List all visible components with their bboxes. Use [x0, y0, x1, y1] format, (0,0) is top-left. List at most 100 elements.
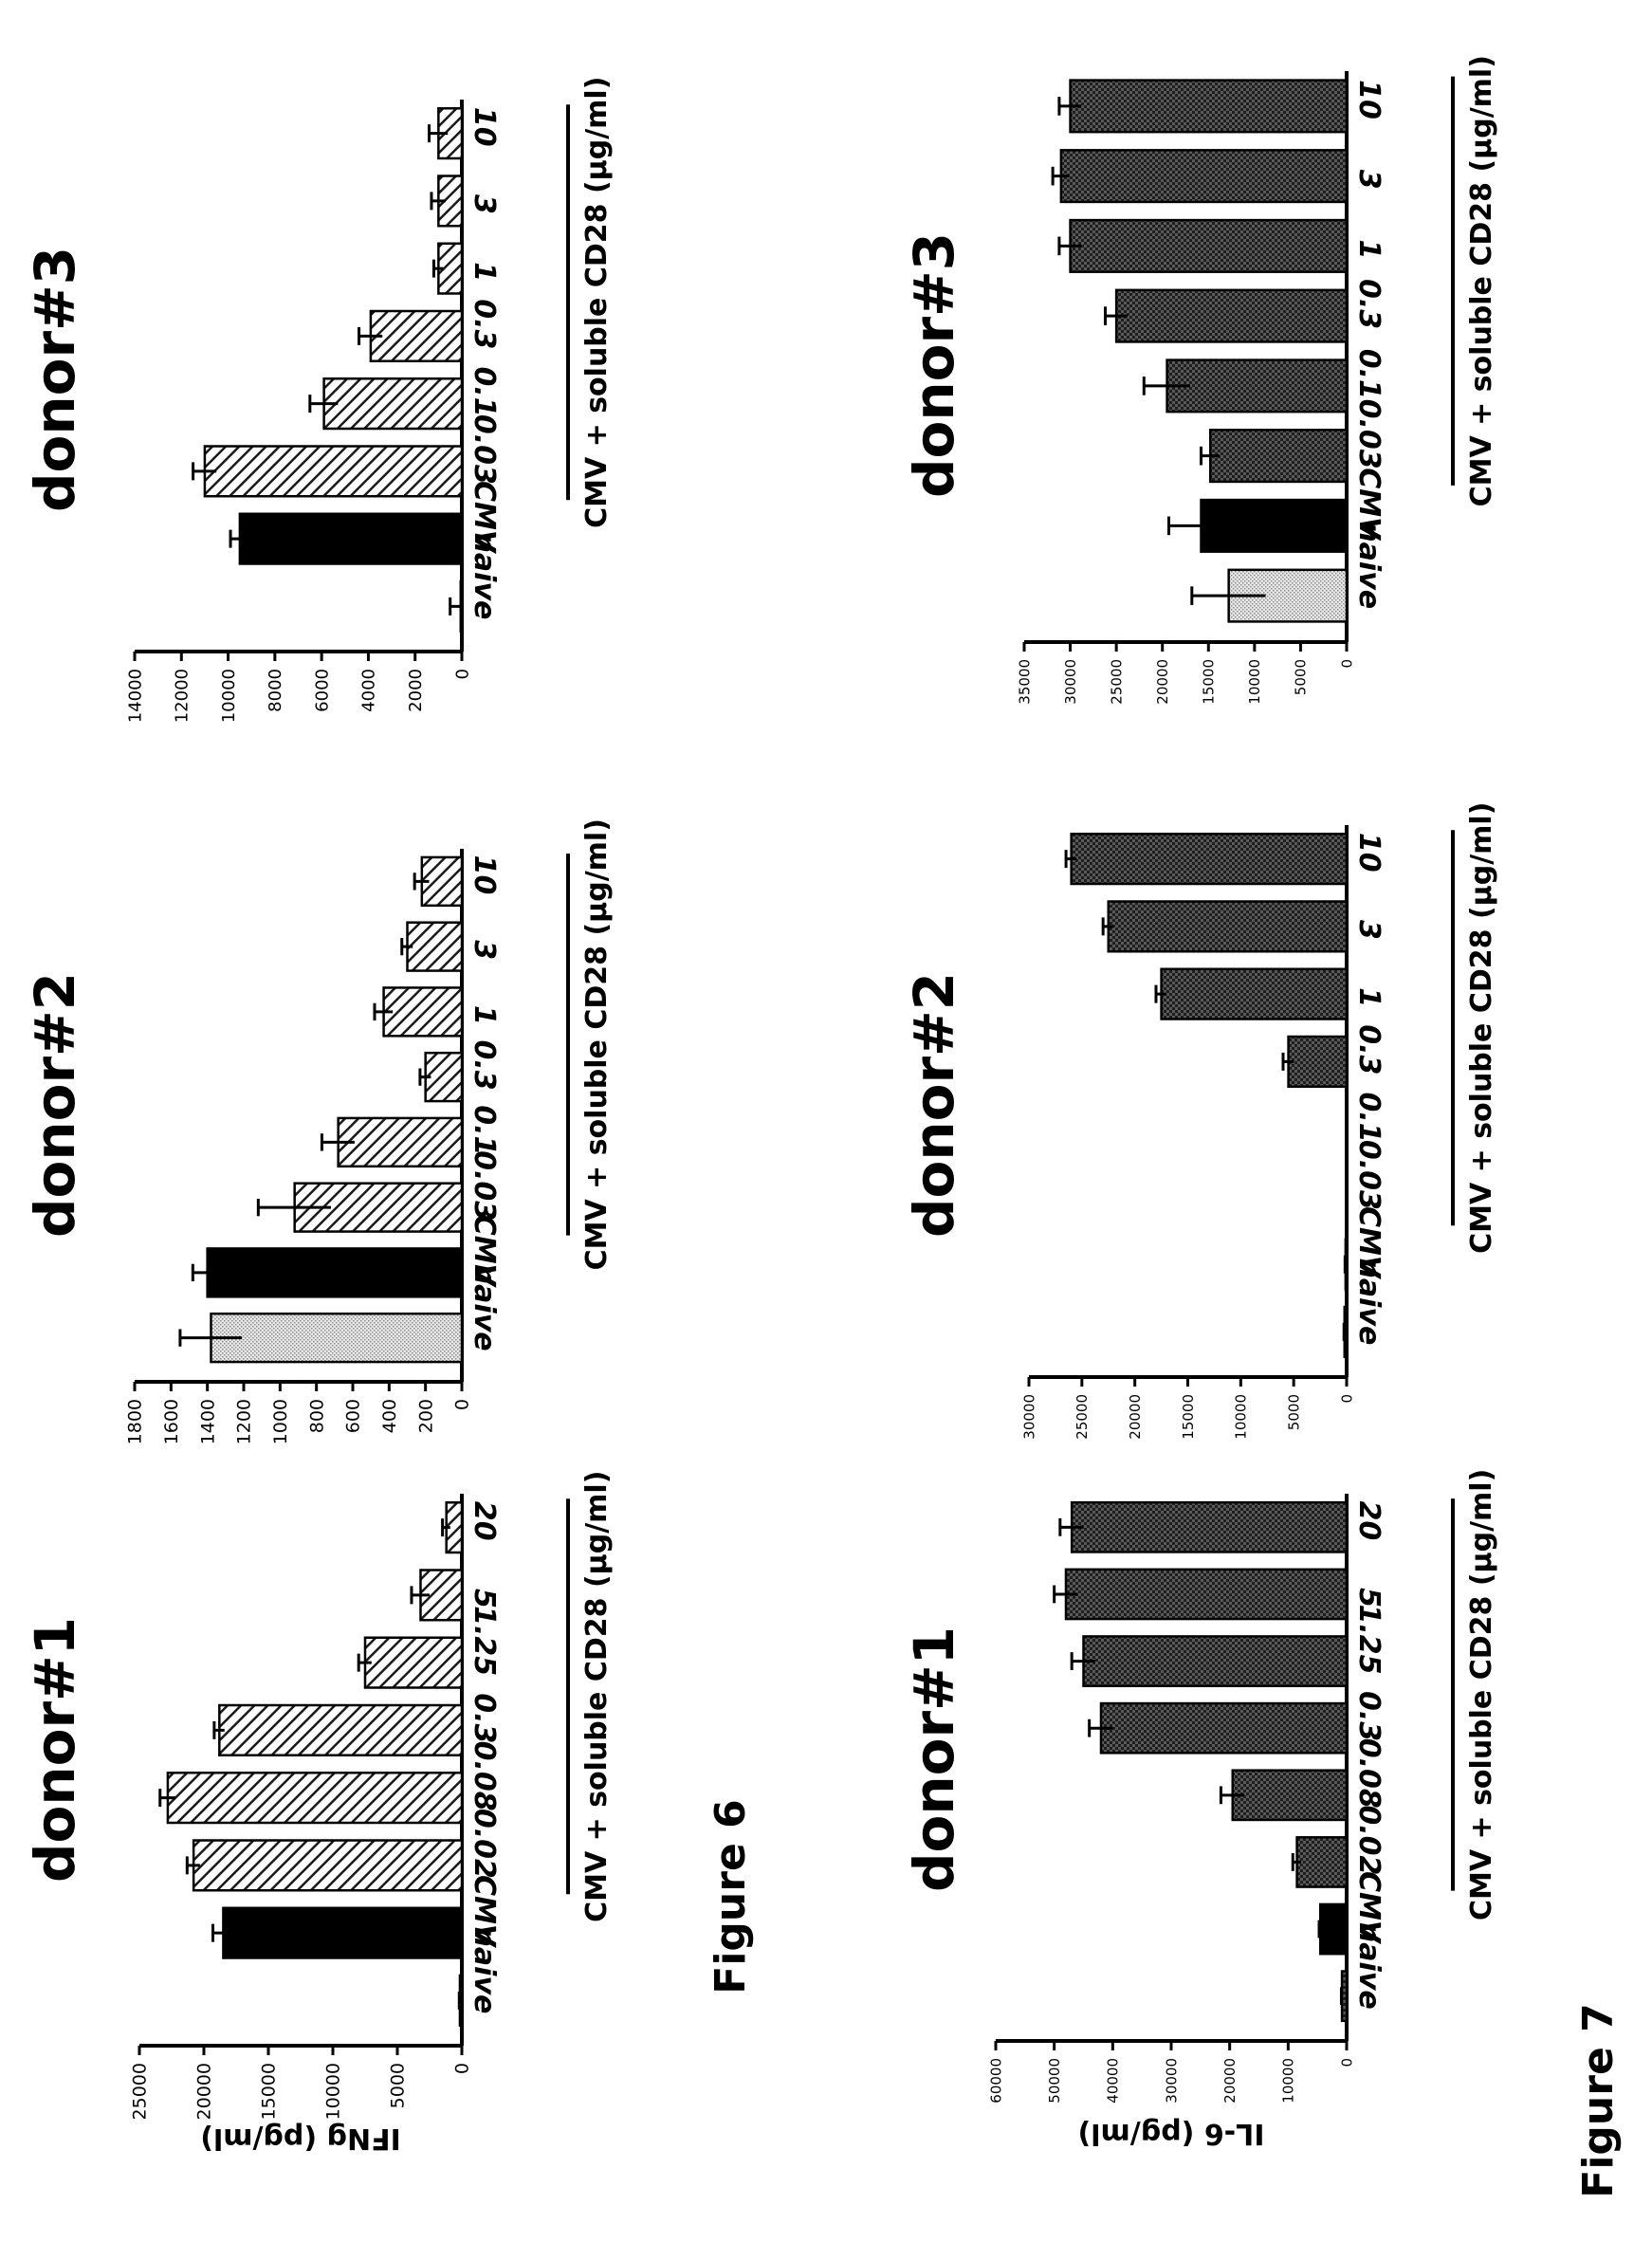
bar	[1287, 1035, 1349, 1088]
bar	[322, 377, 464, 431]
chart-panel: 020040060080010001200140016001800naiveCM…	[23, 818, 614, 1444]
category-label: 0.3	[1352, 1691, 1386, 1741]
category-label: 0.3	[468, 1693, 501, 1743]
chart-title: donor#2	[902, 972, 966, 1238]
value-tick-label: 30000	[1062, 659, 1079, 705]
bar	[192, 1839, 464, 1892]
value-tick-label: 2000	[406, 669, 426, 712]
bar	[1069, 218, 1349, 273]
category-label: 10	[1352, 833, 1386, 873]
category-label: 0.1	[468, 1105, 501, 1155]
chart-panel: 0 5000 10000 15000 20000 25000 naiveCMV0.020.0…	[23, 1471, 614, 2155]
category-label: 0.03	[1352, 399, 1386, 469]
bar	[1160, 967, 1349, 1020]
category-label: 0.08	[1352, 1738, 1386, 1809]
value-tick-label: 5000	[1285, 1394, 1302, 1430]
category-label: 0.3	[1352, 1024, 1386, 1075]
bar	[203, 445, 464, 498]
value-tick-label: 20000	[1154, 659, 1171, 705]
category-label: 10	[1352, 80, 1386, 119]
value-tick-label: 25000	[130, 2063, 151, 2120]
bar	[206, 1247, 464, 1298]
chart-panel: 050001000015000200002500030000naiveCMV0.…	[902, 802, 1498, 1440]
chart-panel: 0100002000030000400005000060000naiveCMV0…	[902, 1469, 1498, 2150]
category-label: 0.1	[1352, 349, 1386, 399]
value-tick-label: 40000	[1105, 2058, 1122, 2104]
value-tick-label: 15000	[259, 2063, 280, 2120]
value-tick-label: 10000	[1280, 2058, 1297, 2104]
bar	[337, 1116, 464, 1168]
category-label: naive	[468, 1264, 501, 1351]
chart-title: donor#1	[902, 1626, 966, 1892]
value-tick-label: 600	[343, 1399, 364, 1433]
value-tick-label: 15000	[1180, 1394, 1197, 1440]
value-tick-label: 200	[415, 1399, 436, 1433]
bar	[1208, 429, 1349, 484]
group-label: CMV + soluble CD28 (µg/ml)	[1465, 802, 1498, 1254]
value-tick-label: 4000	[359, 669, 379, 712]
category-label: 3	[468, 940, 501, 960]
category-label: 0.1	[1352, 1092, 1386, 1142]
category-label: 3	[1352, 170, 1386, 190]
value-tick-label: 30000	[1020, 1394, 1037, 1440]
category-label: naive	[1352, 1259, 1386, 1346]
bar	[1064, 1568, 1349, 1621]
category-label: 1	[1352, 987, 1386, 1007]
chart-title: donor#2	[23, 972, 87, 1238]
bar	[406, 921, 464, 972]
value-tick-label: 5000	[1293, 659, 1310, 695]
category-label: 1.25	[1352, 1605, 1386, 1675]
category-label: 20	[468, 1501, 501, 1541]
group-label: CMV + soluble CD28 (µg/ml)	[1465, 55, 1498, 506]
value-axis-label: IFNg (pg/ml)	[200, 2122, 401, 2155]
category-label: 0.3	[1352, 279, 1386, 329]
bar	[1059, 149, 1349, 204]
category-label: CMV	[468, 481, 501, 555]
category-label: naive	[1352, 1922, 1386, 2010]
value-tick-label: 0	[452, 2063, 473, 2074]
category-label: 5	[1352, 1588, 1386, 1608]
value-tick-label: 60000	[987, 2058, 1004, 2104]
category-label: 0.1	[468, 366, 501, 416]
value-tick-label: 14000	[125, 669, 145, 723]
category-label: 10	[468, 107, 501, 147]
bar	[363, 1636, 464, 1689]
charts-layer: 0500010000150002000025000naiveCMV0.020.0…	[23, 55, 1498, 2155]
category-label: 3	[468, 194, 501, 214]
category-label: 1.25	[468, 1606, 501, 1676]
bar	[210, 1312, 464, 1364]
value-tick-label: 50000	[1046, 2058, 1063, 2104]
bar	[1295, 1836, 1349, 1888]
category-label: 0.3	[468, 1039, 501, 1090]
value-tick-label: 20000	[194, 2063, 215, 2120]
value-tick-label: 400	[379, 1399, 400, 1433]
bar	[1107, 900, 1349, 953]
category-label: 0.08	[468, 1741, 501, 1811]
value-tick-label: 0	[1338, 1394, 1355, 1404]
group-label: CMV + soluble CD28 (µg/ml)	[580, 1471, 614, 1922]
value-tick-label: 1200	[234, 1399, 255, 1444]
bar	[1319, 1902, 1349, 1956]
category-label: naive	[1352, 522, 1386, 609]
bar	[1082, 1635, 1349, 1687]
value-tick-label: 5000	[388, 2063, 409, 2108]
category-label: naive	[468, 533, 501, 620]
category-label: naive	[468, 1927, 501, 2014]
value-tick-label: 10000	[219, 669, 239, 723]
value-tick-label: 12000	[173, 669, 193, 723]
category-label: CMV	[1352, 1871, 1386, 1945]
value-tick-label: 1600	[161, 1399, 182, 1444]
group-label: CMV + soluble CD28 (µg/ml)	[1465, 1469, 1498, 1920]
category-label: 0.03	[468, 1150, 501, 1221]
value-tick-label: 1000	[270, 1399, 291, 1444]
bar	[166, 1772, 464, 1825]
chart-panel: 0 5000 10000 15000 20000 25000 30000 35000 naive…	[902, 55, 1498, 705]
category-label: CMV	[468, 1875, 501, 1949]
category-label: 0.3	[468, 299, 501, 349]
category-label: CMV	[1352, 1206, 1386, 1280]
category-label: 20	[1352, 1501, 1386, 1541]
category-label: 5	[468, 1589, 501, 1608]
bar	[1070, 1500, 1349, 1553]
value-axis-label: IL-6 (pg/ml)	[1078, 2117, 1265, 2150]
